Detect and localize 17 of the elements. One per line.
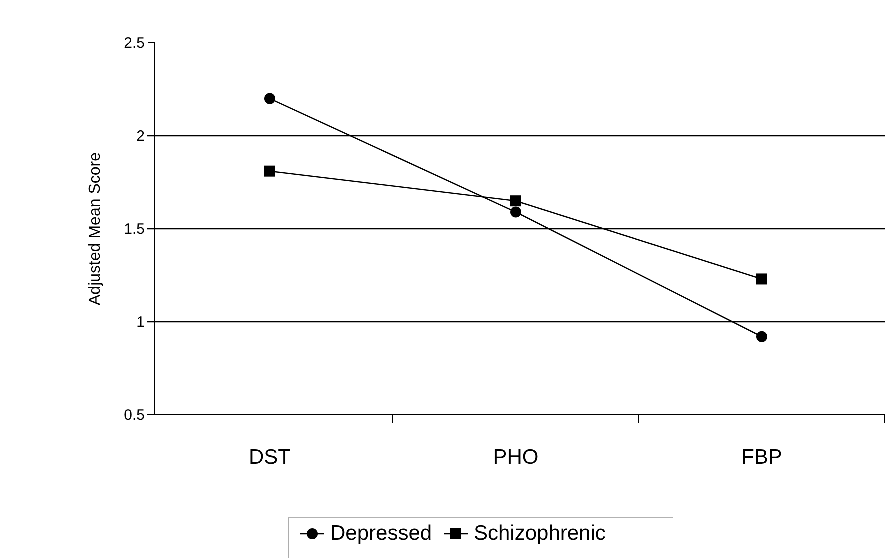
x-tick-label: PHO bbox=[493, 446, 539, 469]
y-tick-label: 1.5 bbox=[124, 221, 145, 238]
y-tick-label: 0.5 bbox=[124, 407, 145, 424]
legend-label: Depressed bbox=[330, 522, 432, 545]
x-tick-label: DST bbox=[249, 446, 292, 469]
y-tick-label: 2.5 bbox=[124, 35, 145, 52]
y-tick-label: 1 bbox=[136, 314, 145, 331]
point bbox=[264, 93, 276, 104]
y-tick-label: 2 bbox=[136, 128, 145, 145]
x-tick-label: FBP bbox=[742, 446, 782, 469]
point bbox=[756, 331, 768, 342]
y-axis-title: Adjusted Mean Score bbox=[87, 152, 104, 306]
point bbox=[510, 206, 522, 218]
point bbox=[510, 196, 522, 207]
point bbox=[756, 274, 768, 285]
legend-label: Schizophrenic bbox=[474, 522, 606, 545]
point bbox=[264, 166, 276, 177]
